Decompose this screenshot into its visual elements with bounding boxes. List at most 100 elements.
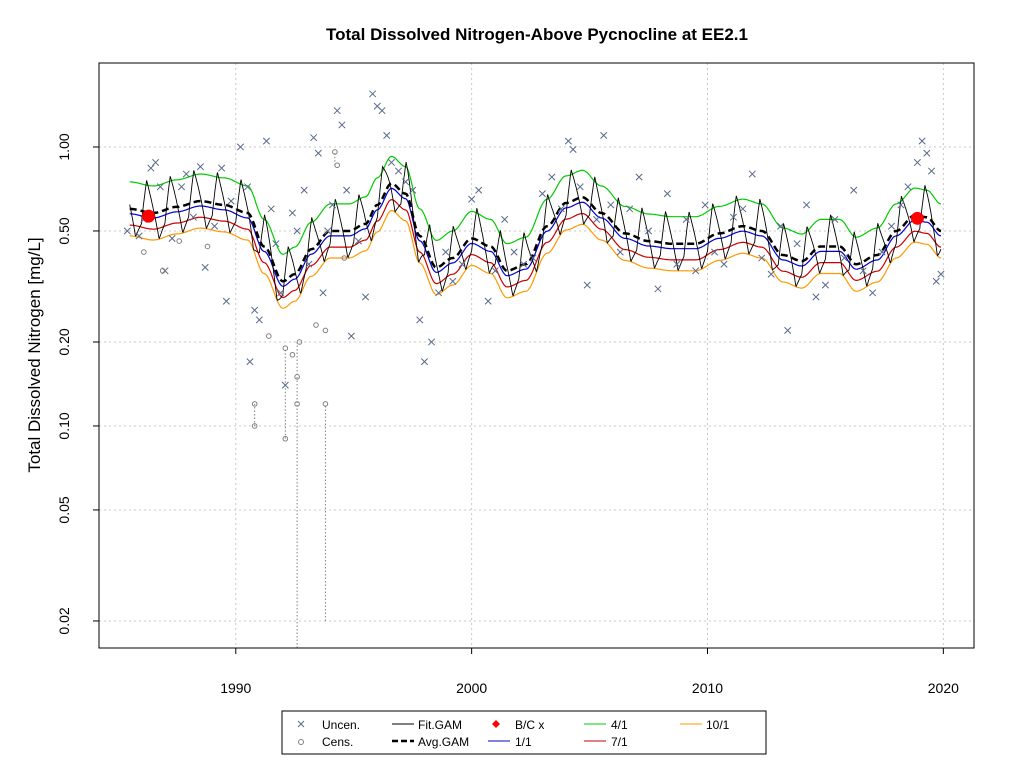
uncensored-point-40 <box>354 237 362 245</box>
uncensored-point-106 <box>904 183 912 191</box>
uncensored-point-53 <box>435 289 443 297</box>
apr1-line <box>129 155 942 255</box>
plot-frame <box>98 62 975 649</box>
bc-markers <box>142 209 924 225</box>
censored-point-8 <box>282 435 289 442</box>
uncensored-point-35 <box>328 201 337 209</box>
uncensored-point-11 <box>196 163 204 171</box>
uncensored-point-98 <box>831 215 839 223</box>
uncensored-point-52 <box>427 338 436 346</box>
x-tick-label-2010: 2010 <box>692 680 723 696</box>
legend-bc-symbol <box>492 720 500 728</box>
uncensored-point-34 <box>324 227 332 235</box>
uncensored-point-78 <box>644 227 653 235</box>
uncensored-point-20 <box>251 306 259 314</box>
fit-gam-line <box>129 162 942 301</box>
uncensored-point-37 <box>338 121 346 129</box>
uncensored-point-67 <box>557 205 565 213</box>
uncensored-point-72 <box>593 215 601 223</box>
uncensored-point-36 <box>333 107 341 115</box>
uncensored-point-7 <box>168 234 176 243</box>
uncensored-point-17 <box>236 143 245 151</box>
uncensored-point-54 <box>442 248 450 256</box>
y-tick-label-0.05: 0.05 <box>56 496 72 523</box>
grid-lines <box>99 63 974 648</box>
uncensored-point-103 <box>878 248 886 256</box>
uncensored-point-23 <box>267 205 275 213</box>
uncensored-point-44 <box>378 107 386 115</box>
uncensored-point-28 <box>293 227 301 235</box>
uncensored-point-21 <box>255 316 263 324</box>
oct1-line <box>129 209 942 309</box>
uncensored-point-45 <box>383 131 391 139</box>
uncensored-point-80 <box>663 190 671 198</box>
censored-point-9 <box>289 351 296 358</box>
uncensored-point-84 <box>701 201 709 209</box>
jul1-line <box>129 198 942 299</box>
censored-point-2 <box>176 238 182 244</box>
uncensored-point-79 <box>654 285 662 293</box>
uncensored-point-76 <box>626 205 634 213</box>
uncensored-point-22 <box>262 137 271 145</box>
legend-uncen-symbol <box>297 720 305 728</box>
uncensored-point-99 <box>840 254 848 262</box>
uncensored-point-73 <box>600 131 608 139</box>
legend-cens-label: Cens. <box>322 735 353 749</box>
legend-uncen-label: Uncen. <box>322 718 360 732</box>
censored-point-15 <box>322 401 329 407</box>
uncensored-point-1 <box>135 232 143 240</box>
legend-item-jul1: 7/1 <box>584 735 628 749</box>
uncensored-point-81 <box>673 260 681 268</box>
uncensored-point-111 <box>932 277 940 285</box>
uncensored-point-46 <box>387 158 396 167</box>
uncensored-point-95 <box>802 201 811 209</box>
censored-point-0 <box>141 249 147 255</box>
uncensored-point-8 <box>177 183 186 191</box>
y-tick-label-0.20: 0.20 <box>56 328 72 355</box>
legend-bc-label: B/C x <box>515 718 544 732</box>
uncensored-point-74 <box>607 201 615 209</box>
jan1-line <box>129 187 942 287</box>
censored-point-13 <box>313 322 319 328</box>
censored-point-7 <box>282 345 289 351</box>
uncensored-point-47 <box>394 167 403 175</box>
censored-point-3 <box>204 243 211 250</box>
uncensored-point-4 <box>152 158 160 167</box>
legend-item-apr1: 4/1 <box>584 718 628 732</box>
legend-box <box>281 710 767 755</box>
x-tick-label-1990: 1990 <box>220 680 251 696</box>
uncensored-point-96 <box>812 293 820 301</box>
censored-point-16 <box>332 149 338 155</box>
uncensored-point-100 <box>850 186 858 194</box>
legend-jul1-label: 7/1 <box>611 735 628 749</box>
uncensored-point-97 <box>821 281 829 289</box>
uncensored-point-87 <box>729 213 737 221</box>
censored-point-1 <box>159 267 166 274</box>
uncensored-point-88 <box>739 205 747 213</box>
legend-avggam-label: Avg.GAM <box>418 735 469 749</box>
y-tick-label-1.00: 1.00 <box>56 133 72 160</box>
y-axis: 0.02 0.05 0.10 0.20 0.50 1.00 <box>56 133 100 635</box>
uncensored-point-69 <box>569 145 577 153</box>
uncensored-point-29 <box>300 186 308 194</box>
uncensored-point-75 <box>616 248 624 256</box>
uncensored-point-70 <box>576 183 584 191</box>
uncensored-point-89 <box>748 170 756 178</box>
uncensored-point-63 <box>519 260 528 268</box>
censored-point-5 <box>251 423 258 429</box>
uncensored-point-101 <box>859 267 867 275</box>
uncensored-point-110 <box>927 167 936 175</box>
legend: Uncen. Cens. Fit.GAM Avg.GAM B/C x 1/1 4… <box>281 710 767 755</box>
uncensored-point-86 <box>720 260 728 268</box>
uncensored-point-9 <box>182 170 190 178</box>
uncensored-point-15 <box>222 297 230 305</box>
uncensored-point-50 <box>416 316 424 324</box>
uncensored-point-58 <box>475 186 483 194</box>
uncensored-point-107 <box>913 158 921 167</box>
uncensored-point-82 <box>682 215 690 223</box>
uncensored-point-83 <box>692 267 700 275</box>
uncensored-point-27 <box>288 209 296 217</box>
chart-title: Total Dissolved Nitrogen-Above Pycnoclin… <box>326 25 748 44</box>
uncensored-point-41 <box>361 293 370 301</box>
